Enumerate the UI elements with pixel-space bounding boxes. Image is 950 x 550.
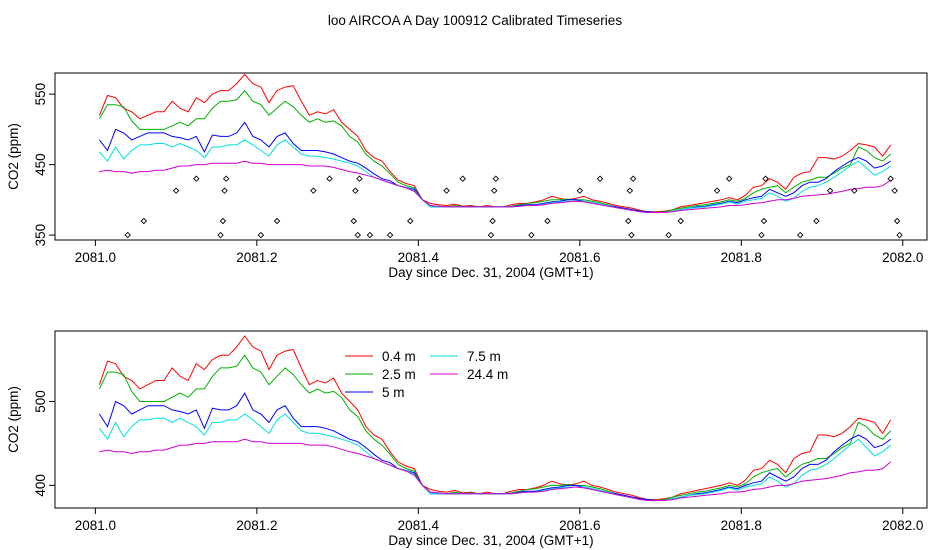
x-tick-label: 2081.0 — [75, 518, 116, 533]
diamond-marker — [407, 217, 414, 225]
diamond-marker — [576, 187, 584, 194]
diamond-marker — [813, 217, 820, 225]
diamond-marker — [492, 175, 500, 182]
diamond-marker — [310, 187, 317, 194]
series-line-5-m — [98, 392, 891, 501]
diamond-marker — [219, 217, 227, 225]
x-tick-label: 2081.6 — [559, 250, 600, 265]
series-line-24-4-m — [99, 438, 892, 501]
diamond-marker — [354, 231, 362, 239]
diamond-marker — [851, 187, 858, 194]
legend-label: 24.4 m — [467, 367, 508, 382]
x-axis: 2081.0 2081.2 2081.4 2081.6 2081.8 2082.0 — [75, 240, 923, 265]
diamond-marker — [489, 217, 496, 225]
panel-bottom: 2081.0 2081.2 2081.4 2081.6 2081.8 2082.0 400… — [6, 330, 928, 548]
x-tick-label: 2081.0 — [75, 250, 116, 265]
diamond-marker — [596, 175, 604, 182]
diamond-marker — [826, 187, 834, 194]
legend-label: 7.5 m — [467, 349, 501, 364]
plot-frame — [54, 330, 928, 509]
diamond-marker — [665, 231, 672, 239]
legend: 0.4 m 2.5 m 5 m 7.5 m 24.4 m — [345, 349, 508, 400]
x-tick-label: 2082.0 — [882, 518, 923, 533]
diamond-marker — [350, 217, 357, 225]
y-tick-label: 350 — [33, 224, 48, 247]
diamond-marker — [896, 231, 903, 239]
diamond-marker — [140, 217, 148, 225]
diamond-marker — [366, 231, 374, 239]
panel-top: 2081.0 2081.2 2081.4 2081.6 2081.8 2082.0 350… — [6, 72, 928, 280]
x-tick-label: 2081.8 — [721, 250, 762, 265]
series-line-7-5-m — [99, 139, 891, 213]
diamond-marker — [459, 175, 466, 182]
plot-frame — [54, 72, 928, 241]
diamond-marker — [625, 217, 632, 225]
y-axis: 400 500 — [33, 390, 55, 497]
x-tick-label: 2082.0 — [882, 250, 923, 265]
diamond-marker — [762, 175, 769, 182]
diamond-marker — [891, 187, 898, 194]
y-axis: 350 450 550 — [33, 83, 55, 246]
x-tick-label: 2081.6 — [559, 518, 600, 533]
x-tick-label: 2081.4 — [398, 250, 440, 265]
y-tick-label: 400 — [33, 474, 48, 497]
series-line-24-4-m — [99, 160, 891, 213]
marker-group — [124, 175, 903, 239]
diamond-marker — [713, 187, 721, 194]
x-tick-label: 2081.4 — [398, 518, 440, 533]
diamond-marker — [386, 231, 394, 239]
diamond-marker — [217, 231, 224, 239]
figure-title: loo AIRCOA A Day 100912 Calibrated Times… — [328, 13, 622, 28]
x-tick-label: 2081.2 — [236, 250, 277, 265]
diamond-marker — [487, 231, 495, 239]
series-group — [98, 335, 892, 502]
diamond-marker — [628, 231, 635, 239]
x-axis: 2081.0 2081.2 2081.4 2081.6 2081.8 2082.0 — [75, 508, 923, 533]
diamond-marker — [222, 175, 230, 182]
diamond-marker — [725, 175, 733, 182]
diamond-marker — [273, 217, 281, 225]
diamond-marker — [629, 175, 637, 182]
series-line-5-m — [99, 121, 891, 213]
legend-label: 2.5 m — [382, 367, 416, 382]
diamond-marker — [797, 231, 804, 239]
diamond-marker — [490, 187, 498, 194]
diamond-marker — [528, 231, 535, 239]
diamond-marker — [257, 231, 265, 239]
diamond-marker — [124, 231, 131, 239]
y-tick-label: 550 — [33, 83, 48, 106]
x-tick-label: 2081.2 — [236, 518, 277, 533]
x-axis-label: Day since Dec. 31, 2004 (GMT+1) — [388, 533, 593, 548]
diamond-marker — [544, 217, 551, 225]
diamond-marker — [758, 231, 765, 239]
diamond-marker — [887, 175, 894, 182]
y-tick-label: 500 — [33, 390, 48, 413]
y-axis-label: CO2 (ppm) — [6, 123, 21, 190]
diamond-marker — [893, 217, 901, 225]
diamond-marker — [326, 175, 333, 182]
y-tick-label: 450 — [33, 153, 48, 176]
series-line-7-5-m — [98, 413, 892, 501]
diamond-marker — [626, 187, 634, 194]
series-group — [98, 73, 892, 214]
diamond-marker — [221, 187, 228, 194]
series-line-0-4-m — [98, 73, 892, 213]
x-tick-label: 2081.8 — [721, 518, 762, 533]
diamond-marker — [677, 217, 684, 225]
diamond-marker — [443, 187, 450, 194]
diamond-marker — [193, 175, 200, 182]
y-axis-label: CO2 (ppm) — [6, 386, 21, 453]
diamond-marker — [760, 217, 768, 225]
diamond-marker — [352, 187, 359, 194]
legend-label: 5 m — [382, 385, 405, 400]
legend-label: 0.4 m — [382, 349, 416, 364]
x-axis-label: Day since Dec. 31, 2004 (GMT+1) — [388, 265, 593, 280]
diamond-marker — [172, 187, 180, 194]
diamond-marker — [356, 175, 363, 182]
